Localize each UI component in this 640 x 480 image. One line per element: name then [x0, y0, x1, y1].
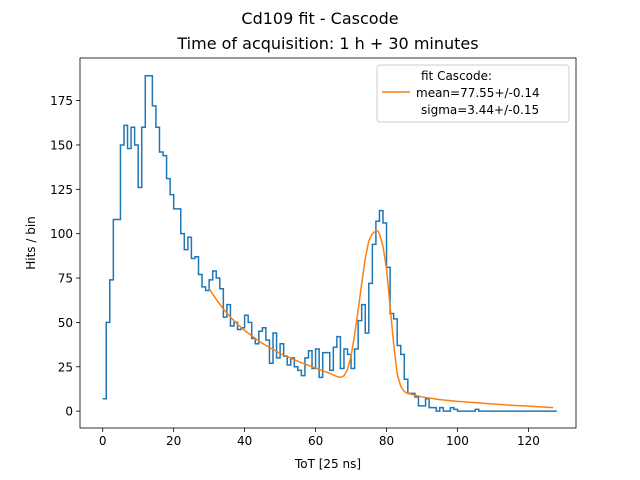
x-tick-label: 80	[379, 434, 394, 448]
histogram-series	[102, 75, 557, 412]
fit-curve-series	[208, 230, 554, 409]
y-axis-ticks: 0 25 50 75 100 125 150 175	[50, 94, 80, 419]
x-tick-label: 60	[308, 434, 323, 448]
x-tick-label: 100	[446, 434, 469, 448]
y-axis-label: Hits / bin	[24, 216, 38, 270]
legend: fit Cascode: mean=77.55+/-0.14 sigma=3.4…	[376, 64, 570, 123]
y-tick-label: 75	[58, 272, 73, 286]
y-tick-label: 0	[65, 405, 73, 419]
x-tick-label: 0	[99, 434, 107, 448]
legend-box	[376, 64, 570, 123]
y-tick-label: 25	[58, 360, 73, 374]
x-tick-label: 40	[237, 434, 252, 448]
y-tick-label: 125	[50, 183, 73, 197]
plot-frame	[79, 57, 577, 429]
y-tick-label: 175	[50, 94, 73, 108]
y-tick-label: 150	[50, 138, 73, 152]
x-axis-ticks: 0 20 40 60 80 100 120	[99, 428, 540, 448]
legend-header: fit Cascode:	[421, 69, 492, 83]
y-tick-label: 100	[50, 227, 73, 241]
legend-sigma: sigma=3.44+/-0.15	[421, 103, 539, 117]
x-axis-label: ToT [25 ns]	[294, 457, 361, 471]
chart-title: Cd109 fit - Cascode	[241, 9, 398, 28]
chart-subtitle: Time of acquisition: 1 h + 30 minutes	[176, 34, 478, 53]
x-tick-label: 120	[517, 434, 540, 448]
plot-data-group	[102, 75, 557, 412]
x-tick-label: 20	[166, 434, 181, 448]
y-tick-label: 50	[58, 316, 73, 330]
legend-mean: mean=77.55+/-0.14	[416, 86, 540, 100]
